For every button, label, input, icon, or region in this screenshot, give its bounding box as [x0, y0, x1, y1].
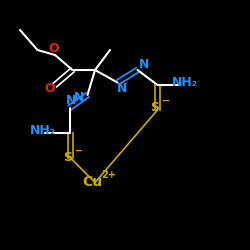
Text: −: − [162, 96, 170, 106]
Text: N: N [138, 58, 149, 71]
Text: S: S [63, 151, 72, 164]
Text: S: S [150, 101, 160, 114]
Text: NH₂: NH₂ [172, 76, 198, 89]
Text: N: N [117, 82, 128, 95]
Text: NH₂: NH₂ [30, 124, 56, 136]
Text: Cu: Cu [82, 176, 102, 190]
Text: −: − [75, 146, 83, 156]
Text: N: N [66, 94, 76, 106]
Text: N: N [74, 91, 84, 104]
Text: 2+: 2+ [101, 170, 116, 180]
Text: O: O [48, 42, 59, 55]
Text: O: O [45, 82, 55, 95]
